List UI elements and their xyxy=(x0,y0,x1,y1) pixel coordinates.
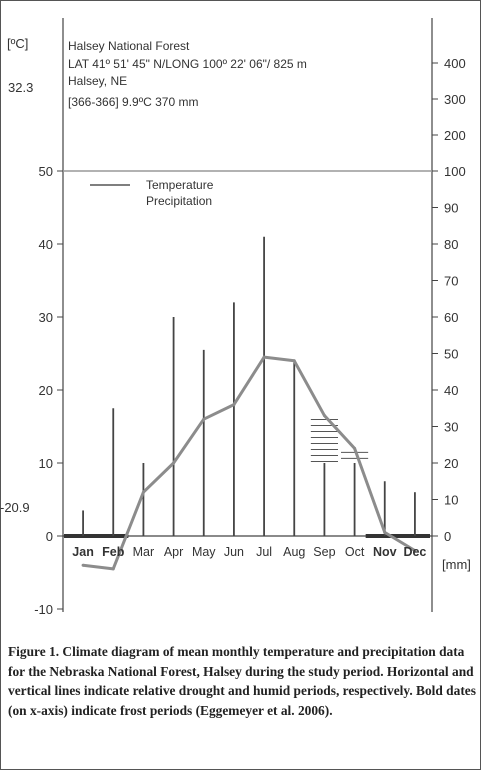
frost-period-bar xyxy=(365,534,430,538)
month-label-apr: Apr xyxy=(164,545,183,559)
left-tick-label: -10 xyxy=(34,602,53,617)
temperature-point-feb xyxy=(111,567,115,571)
left-tick-label: 30 xyxy=(39,310,53,325)
month-label-jul: Jul xyxy=(256,545,272,559)
legend-temperature-label: Temperature xyxy=(146,178,214,192)
temperature-point-may xyxy=(202,417,206,421)
right-tick-label: 50 xyxy=(444,347,458,362)
station-period-stats: [366-366] 9.9ºC 370 mm xyxy=(68,95,199,109)
extreme-max-label: 32.3 xyxy=(8,80,34,95)
extreme-min-label: -20.9 xyxy=(0,500,30,515)
right-tick-label: 200 xyxy=(444,128,466,143)
temperature-point-mar xyxy=(141,490,145,494)
month-label-jan: Jan xyxy=(72,545,94,559)
temperature-point-sep xyxy=(322,414,326,418)
frost-period-bar xyxy=(64,534,129,538)
temperature-point-nov xyxy=(383,530,387,534)
station-place: Halsey, NE xyxy=(68,74,128,88)
temperature-point-jan xyxy=(81,563,85,567)
left-axis-unit: [ºC] xyxy=(7,36,29,51)
temperature-point-jul xyxy=(262,355,266,359)
temperature-point-oct xyxy=(353,446,357,450)
temperature-point-aug xyxy=(292,359,296,363)
station-coordinates: LAT 41º 51' 45" N/LONG 100º 22' 06"/ 825… xyxy=(68,57,307,71)
right-tick-label: 70 xyxy=(444,274,458,289)
right-tick-label: 10 xyxy=(444,493,458,508)
figure-caption: Figure 1. Climate diagram of mean monthl… xyxy=(8,644,476,718)
right-tick-label: 30 xyxy=(444,420,458,435)
month-label-dec: Dec xyxy=(403,545,426,559)
left-tick-label: 40 xyxy=(39,237,53,252)
right-tick-label: 40 xyxy=(444,383,458,398)
temperature-point-dec xyxy=(413,549,417,553)
month-label-oct: Oct xyxy=(345,545,365,559)
right-tick-label: 60 xyxy=(444,310,458,325)
month-label-sep: Sep xyxy=(313,545,335,559)
right-tick-label: 400 xyxy=(444,56,466,71)
month-label-mar: Mar xyxy=(133,545,155,559)
month-label-feb: Feb xyxy=(102,545,125,559)
right-tick-label: 300 xyxy=(444,92,466,107)
temperature-line xyxy=(82,355,416,571)
month-label-jun: Jun xyxy=(224,545,244,559)
left-tick-label: 0 xyxy=(46,529,53,544)
month-label-nov: Nov xyxy=(373,545,397,559)
legend-precipitation-label: Precipitation xyxy=(146,194,213,208)
right-axis-unit: [mm] xyxy=(442,557,471,572)
month-label-aug: Aug xyxy=(283,545,305,559)
right-tick-label: 0 xyxy=(444,529,451,544)
left-tick-label: 20 xyxy=(39,383,53,398)
temperature-point-apr xyxy=(172,461,176,465)
right-tick-label: 90 xyxy=(444,201,458,216)
right-tick-label: 20 xyxy=(444,456,458,471)
station-name: Halsey National Forest xyxy=(68,39,190,53)
temperature-point-jun xyxy=(232,403,236,407)
month-label-may: May xyxy=(192,545,216,559)
left-tick-label: 50 xyxy=(39,164,53,179)
right-tick-label: 80 xyxy=(444,237,458,252)
right-tick-label: 100 xyxy=(444,164,466,179)
left-tick-label: 10 xyxy=(39,456,53,471)
